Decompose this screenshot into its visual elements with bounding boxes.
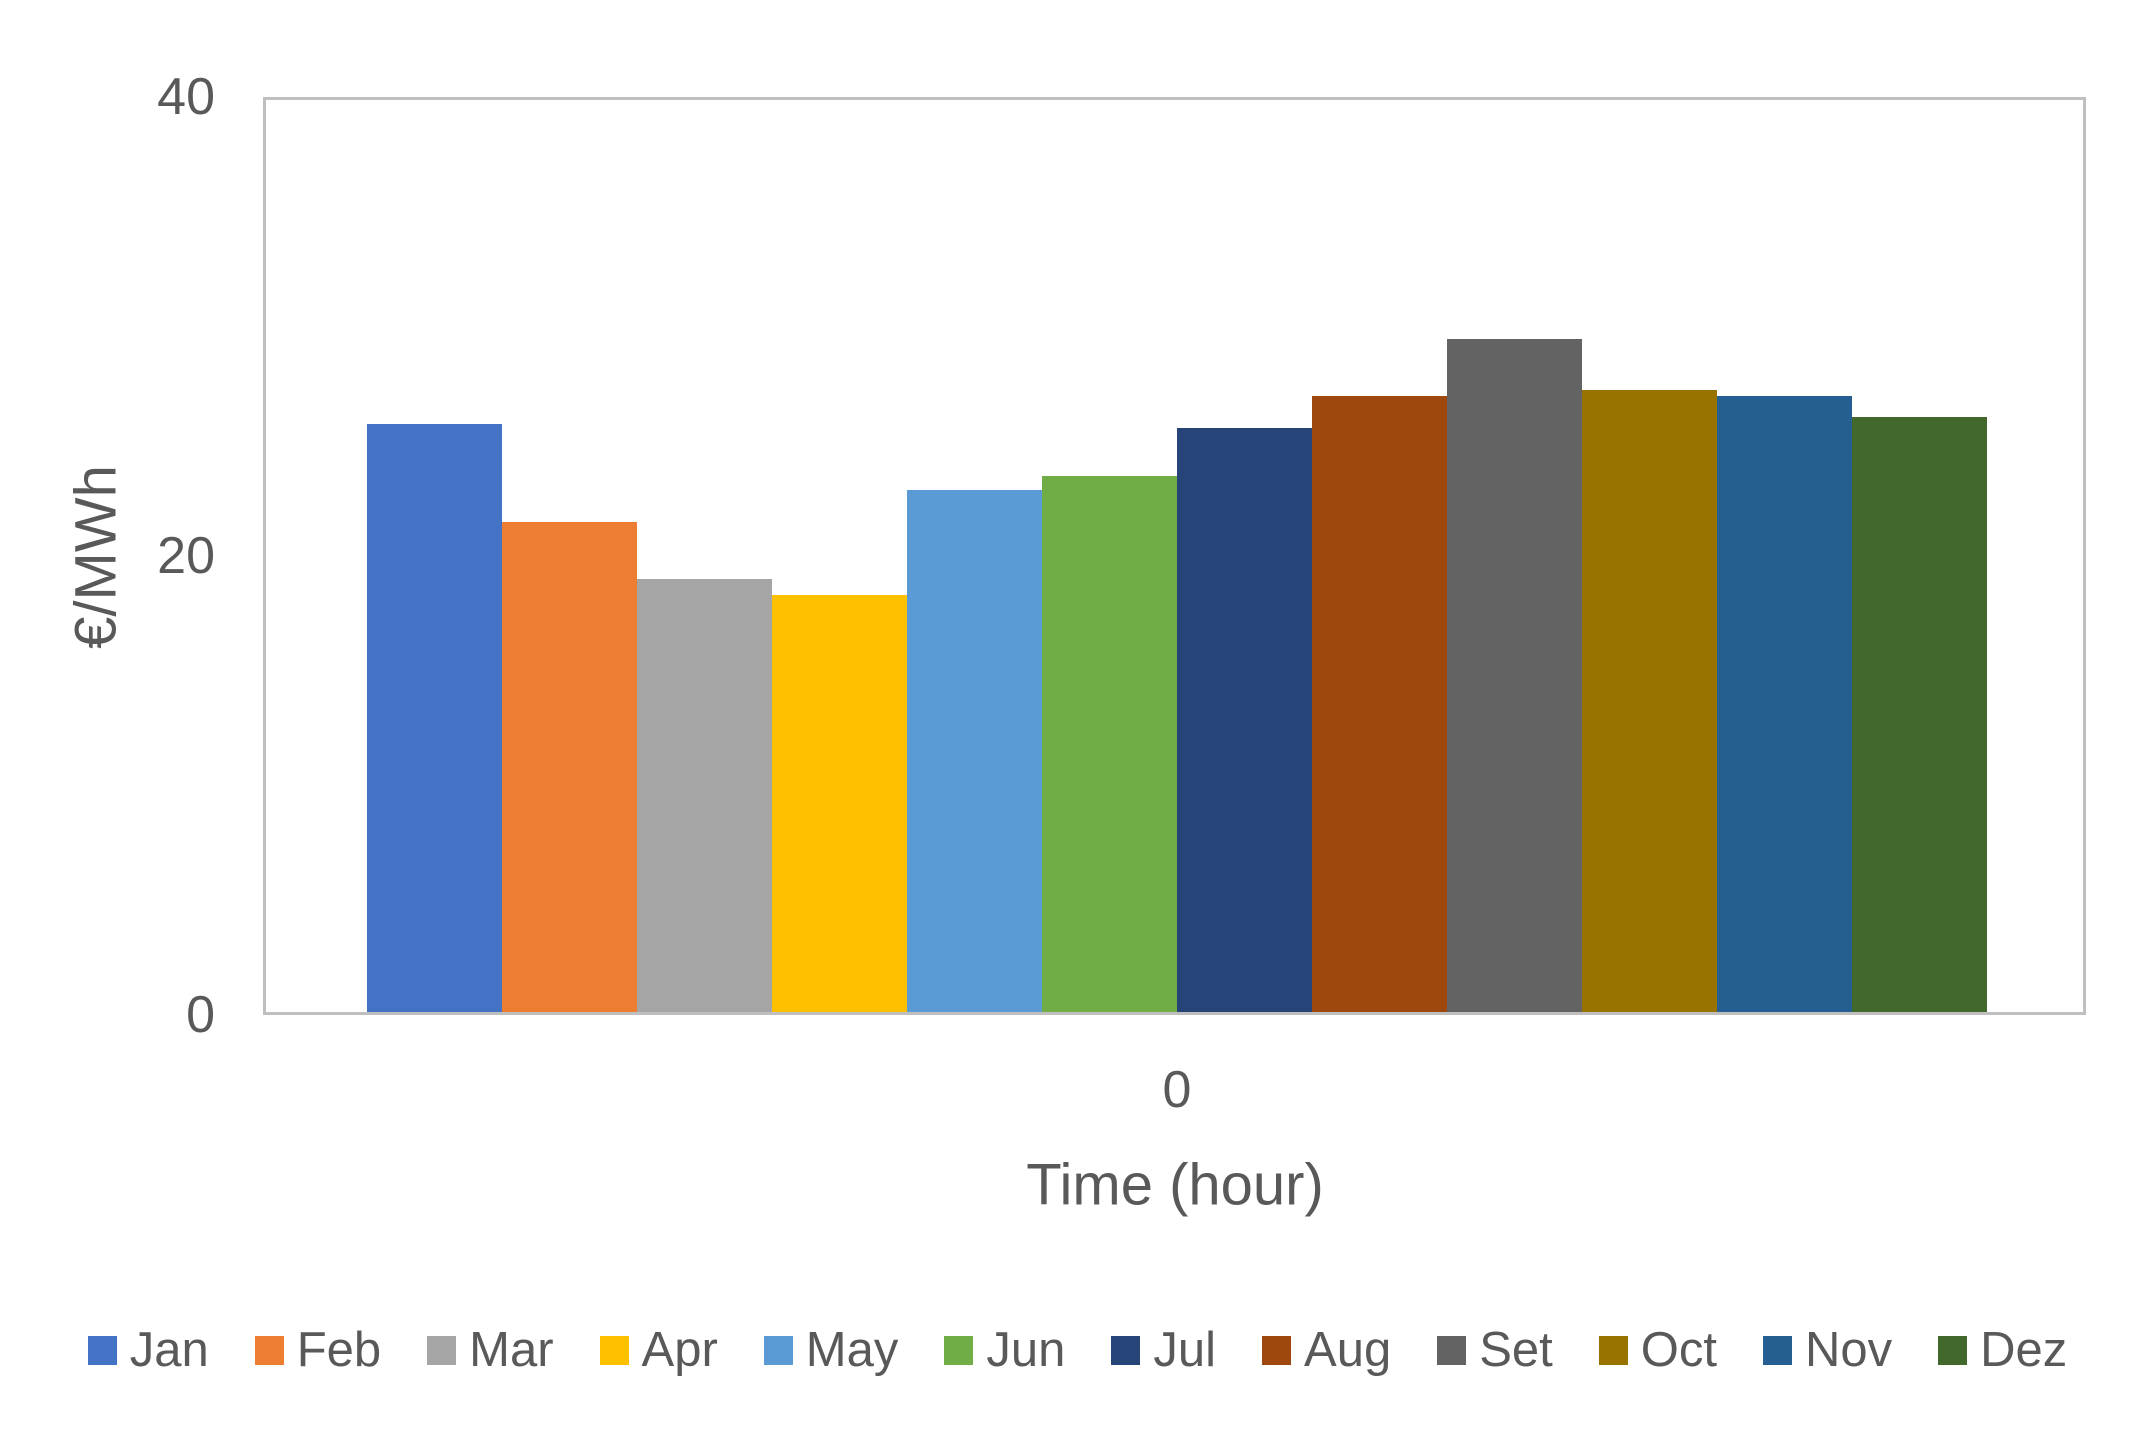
bar-aug [1312,396,1447,1012]
x-axis-title: Time (hour) [1026,1152,1324,1218]
legend-item-set: Set [1437,1323,1553,1378]
legend-label: Set [1479,1323,1553,1377]
legend-swatch-icon [1111,1336,1141,1366]
legend-item-aug: Aug [1262,1323,1392,1378]
y-axis-tick-label: 40 [157,68,215,126]
legend-label: May [805,1323,899,1377]
y-axis-tick-label: 0 [186,986,215,1044]
legend-swatch-icon [427,1336,457,1366]
legend-item-feb: Feb [254,1323,382,1378]
legend-swatch-icon [1938,1336,1968,1366]
bar-nov [1717,396,1852,1012]
legend-label: Feb [296,1323,382,1377]
legend-label: Dez [1980,1323,2068,1377]
legend-swatch-icon [1437,1336,1467,1366]
bar-jul [1177,428,1312,1012]
bar-may [907,490,1042,1012]
bar-jun [1042,476,1177,1012]
legend-swatch-icon [254,1336,284,1366]
legend-swatch-icon [599,1336,629,1366]
bar-jan [367,424,502,1012]
legend-item-nov: Nov [1763,1323,1893,1378]
legend-item-apr: Apr [599,1323,718,1378]
bar-apr [772,595,907,1012]
legend-label: Jul [1153,1323,1217,1377]
bar-mar [637,579,772,1012]
bars-group [266,100,2083,1012]
bar-oct [1582,390,1717,1012]
legend-label: Mar [469,1323,554,1377]
legend-label: Aug [1304,1323,1392,1377]
legend-swatch-icon [1262,1336,1292,1366]
legend-item-jun: Jun [944,1323,1066,1378]
legend-item-may: May [763,1323,899,1378]
legend-label: Nov [1805,1323,1893,1377]
legend-swatch-icon [1763,1336,1793,1366]
legend-swatch-icon [763,1336,793,1366]
legend-item-oct: Oct [1598,1323,1718,1378]
legend-swatch-icon [87,1336,117,1366]
x-axis-tick-label: 0 [1162,1061,1192,1119]
legend-swatch-icon [944,1336,974,1366]
legend-label: Jan [129,1323,209,1377]
legend-label: Oct [1640,1323,1718,1377]
legend-label: Jun [986,1323,1066,1377]
y-axis-tick-label: 20 [157,527,215,585]
bar-feb [502,522,637,1012]
bar-set [1447,339,1582,1012]
bar-dez [1852,417,1987,1012]
legend-item-jan: Jan [87,1323,209,1378]
legend-label: Apr [641,1323,718,1377]
legend-item-jul: Jul [1111,1323,1217,1378]
legend-item-dez: Dez [1938,1323,2068,1378]
legend-swatch-icon [1598,1336,1628,1366]
legend-item-mar: Mar [427,1323,554,1378]
legend: Jan Feb Mar Apr May Jun Jul Aug Set Oct Nov Dez [0,1323,2155,1378]
plot-area [263,97,2086,1015]
